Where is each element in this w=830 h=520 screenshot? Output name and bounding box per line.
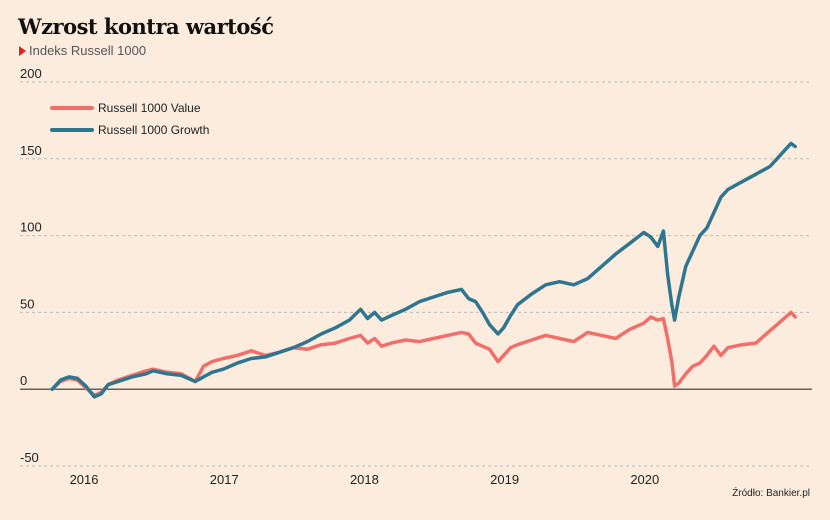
subtitle-text: Indeks Russell 1000 [29,43,147,58]
legend-label: Russell 1000 Value [98,101,201,115]
x-tick-label: 2017 [210,472,239,487]
gridlines [20,81,812,467]
y-tick-label: 50 [20,296,34,311]
x-axis-labels: 2016 2017 2018 2019 2020 [70,472,660,487]
legend-label: Russell 1000 Growth [98,123,209,137]
legend: Russell 1000 Value Russell 1000 Growth [50,101,209,137]
y-tick-label: 0 [20,373,27,388]
y-tick-label: 200 [20,66,42,81]
y-tick-label: -50 [20,450,39,465]
y-tick-label: 150 [20,143,42,158]
series-line-value [50,310,797,398]
chart-title: Wzrost kontra wartość [18,14,274,39]
chart-subtitle: Indeks Russell 1000 [19,43,146,58]
source-note: Źródło: Bankier.pl [732,488,810,499]
x-tick-label: 2020 [630,472,659,487]
red-triangle-icon [19,45,26,56]
series-line-growth [50,141,797,399]
x-tick-label: 2016 [70,472,99,487]
x-tick-label: 2018 [350,472,379,487]
y-axis-labels: 200 150 100 50 0 -50 [20,66,42,465]
series-lines [50,141,797,399]
y-tick-label: 100 [20,220,42,235]
x-tick-label: 2019 [490,472,519,487]
